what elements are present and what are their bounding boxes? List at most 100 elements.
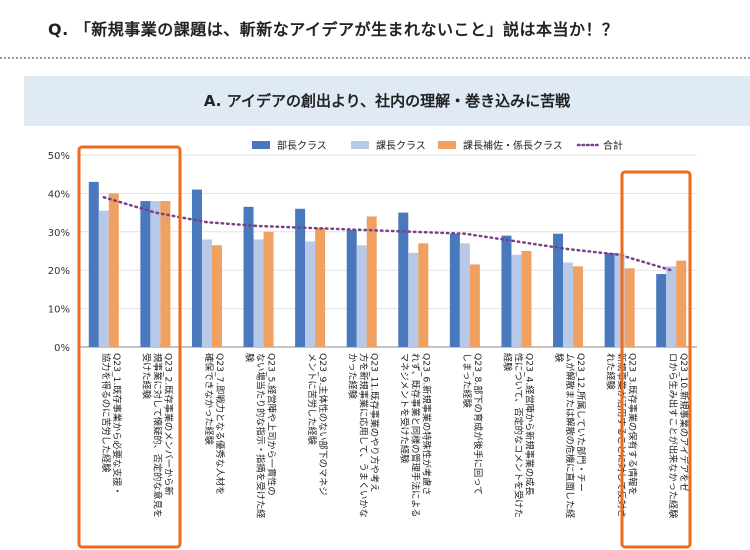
svg-text:ムが解散または解散の危機に直面した経: ムが解散または解散の危機に直面した経 bbox=[564, 353, 576, 518]
dotted-divider bbox=[0, 57, 750, 59]
svg-text:規事業に対して懐疑的、否定的な意見を: 規事業に対して懐疑的、否定的な意見を bbox=[151, 353, 163, 518]
svg-text:Q23_11.既存事業のやり方や考え: Q23_11.既存事業のやり方や考え bbox=[369, 353, 381, 492]
gridlines bbox=[78, 154, 697, 348]
bar-kakari bbox=[366, 216, 377, 347]
x-axis-labels: Q23_1.既存事業から必要な支援・協力を得るのに苦労した経験 Q23_2.既存事… bbox=[100, 353, 690, 518]
bar-kacho bbox=[253, 239, 264, 347]
svg-text:ない場当たり的な指示・指摘を受けた経: ない場当たり的な指示・指摘を受けた経 bbox=[255, 353, 267, 518]
bar-bucho bbox=[243, 206, 254, 347]
svg-text:メントに苦労した経験: メントに苦労した経験 bbox=[306, 353, 318, 445]
svg-text:ロから生み出すことが出来なかった経験: ロから生み出すことが出来なかった経験 bbox=[667, 353, 679, 518]
question-title: Q. 「新規事業の課題は、斬新なアイデアが生まれないこと」説は本当か！？ bbox=[48, 20, 619, 39]
svg-text:確保できなかった経験: 確保できなかった経験 bbox=[203, 353, 215, 445]
svg-text:Q23_4.経営陣から新規事業の成長: Q23_4.経営陣から新規事業の成長 bbox=[523, 353, 535, 496]
legend-item: 合計 bbox=[576, 139, 623, 152]
bar-kakari bbox=[211, 245, 222, 347]
bar-kacho bbox=[666, 266, 677, 347]
legend-swatch bbox=[351, 141, 369, 149]
bar-kakari bbox=[624, 268, 635, 347]
bar-kacho bbox=[150, 201, 161, 347]
svg-text:かった経験: かった経験 bbox=[347, 353, 359, 399]
total-series-line bbox=[102, 195, 673, 272]
bar-bucho bbox=[604, 252, 615, 347]
svg-text:Q23_1.既存事業から必要な支援・: Q23_1.既存事業から必要な支援・ bbox=[111, 353, 123, 496]
bar-bucho bbox=[398, 212, 409, 347]
svg-text:Q23_9.主体性のない部下のマネジ: Q23_9.主体性のない部下のマネジ bbox=[317, 353, 329, 496]
y-tick-label: 50% bbox=[48, 151, 70, 162]
bar-kacho bbox=[356, 245, 367, 347]
legend-swatch bbox=[252, 141, 270, 149]
highlight-box-left bbox=[77, 145, 182, 549]
bar-kacho bbox=[201, 239, 212, 347]
svg-text:方を新規事業に応用して、うまくいかな: 方を新規事業に応用して、うまくいかな bbox=[358, 353, 370, 518]
legend-label: 課長補佐・係長クラス bbox=[463, 139, 563, 152]
bar-kacho bbox=[98, 210, 109, 347]
bar-bucho bbox=[140, 201, 151, 347]
y-tick-label: 40% bbox=[48, 189, 70, 200]
bar-bucho bbox=[501, 235, 512, 347]
bar-kakari bbox=[160, 201, 171, 347]
svg-text:Q23_3.既存事業の保有する情報を: Q23_3.既存事業の保有する情報を bbox=[627, 353, 639, 496]
bar-bucho bbox=[191, 189, 202, 347]
bar-kakari bbox=[315, 227, 326, 347]
legend-item: 課長補佐・係長クラス bbox=[438, 139, 563, 152]
answer-title: A. アイデアの創出より、社内の理解・巻き込みに苦戦 bbox=[203, 92, 571, 110]
x-tick-label: Q23_6.新規事業の特殊性が考慮されず、既存事業と同様の管理手法によるマネジメ… bbox=[398, 353, 432, 517]
bar-kacho bbox=[511, 254, 522, 347]
bar-kakari bbox=[676, 260, 687, 347]
bar-kakari bbox=[469, 264, 480, 347]
x-tick-label: Q23_11.既存事業のやり方や考え方を新規事業に応用して、うまくいかなかった経… bbox=[347, 353, 381, 518]
y-axis-ticks: 0% 10% 20% 30% 40% 50% bbox=[48, 151, 70, 354]
legend-label: 部長クラス bbox=[277, 139, 327, 152]
bar-bucho bbox=[553, 233, 564, 347]
highlight-box-right bbox=[620, 170, 692, 549]
legend: 部長クラス 課長クラス 課長補佐・係長クラス 合計 bbox=[252, 139, 623, 152]
bar-kacho bbox=[459, 243, 470, 347]
bar-kacho bbox=[408, 252, 419, 347]
svg-text:協力を得るのに苦労した経験: 協力を得るのに苦労した経験 bbox=[100, 353, 112, 472]
y-tick-label: 10% bbox=[48, 305, 70, 316]
legend-swatch bbox=[438, 141, 456, 149]
svg-text:Q23_6.新規事業の特殊性が考慮さ: Q23_6.新規事業の特殊性が考慮さ bbox=[420, 353, 432, 496]
x-tick-label: Q23_2.既存事業のメンバーから新規事業に対して懐疑的、否定的な意見を受けた経… bbox=[140, 353, 174, 518]
bar-kakari bbox=[108, 193, 119, 347]
bar-kacho bbox=[305, 241, 316, 347]
legend-item: 部長クラス bbox=[252, 139, 327, 152]
svg-text:れた経験: れた経験 bbox=[605, 353, 617, 390]
svg-text:れず、既存事業と同様の管理手法による: れず、既存事業と同様の管理手法による bbox=[409, 353, 421, 517]
bar-kakari bbox=[418, 243, 429, 347]
bars bbox=[88, 181, 687, 347]
bar-kakari bbox=[521, 251, 532, 347]
svg-text:Q23_5.経営陣や上司から一貫性の: Q23_5.経営陣や上司から一貫性の bbox=[266, 353, 278, 496]
svg-text:Q23_8.部下の育成が後手に回って: Q23_8.部下の育成が後手に回って bbox=[472, 353, 484, 495]
y-tick-label: 30% bbox=[48, 228, 70, 239]
svg-text:経験: 経験 bbox=[501, 353, 513, 371]
legend-label: 合計 bbox=[603, 139, 623, 152]
svg-text:しまった経験: しまった経験 bbox=[461, 353, 473, 408]
svg-text:性について、否定的なコメントを受けた: 性について、否定的なコメントを受けた bbox=[512, 353, 524, 518]
svg-text:Q23_10.新規事業のアイデアをゼ: Q23_10.新規事業のアイデアをゼ bbox=[678, 353, 690, 492]
bar-bucho bbox=[88, 181, 99, 347]
bar-kakari bbox=[573, 266, 584, 347]
legend-label: 課長クラス bbox=[376, 139, 426, 152]
svg-text:受けた経験: 受けた経験 bbox=[140, 353, 152, 399]
total-line bbox=[102, 195, 673, 272]
bar-bucho bbox=[346, 229, 357, 347]
svg-text:Q23_12.所属していた部門・チー: Q23_12.所属していた部門・チー bbox=[575, 353, 587, 492]
svg-text:Q23_2.既存事業のメンバーから新: Q23_2.既存事業のメンバーから新 bbox=[162, 353, 174, 496]
svg-text:マネジメントを受けた経験: マネジメントを受けた経験 bbox=[398, 353, 410, 463]
bar-kacho bbox=[563, 262, 574, 347]
y-tick-label: 0% bbox=[54, 343, 70, 354]
bar-bucho bbox=[449, 233, 460, 347]
svg-text:験: 験 bbox=[553, 353, 565, 362]
bar-chart: 0% 10% 20% 30% 40% 50% Q23_1.既存事業から必要な支援・協力を得… bbox=[48, 139, 697, 549]
x-tick-label: Q23_1.既存事業から必要な支援・協力を得るのに苦労した経験 bbox=[100, 353, 123, 496]
